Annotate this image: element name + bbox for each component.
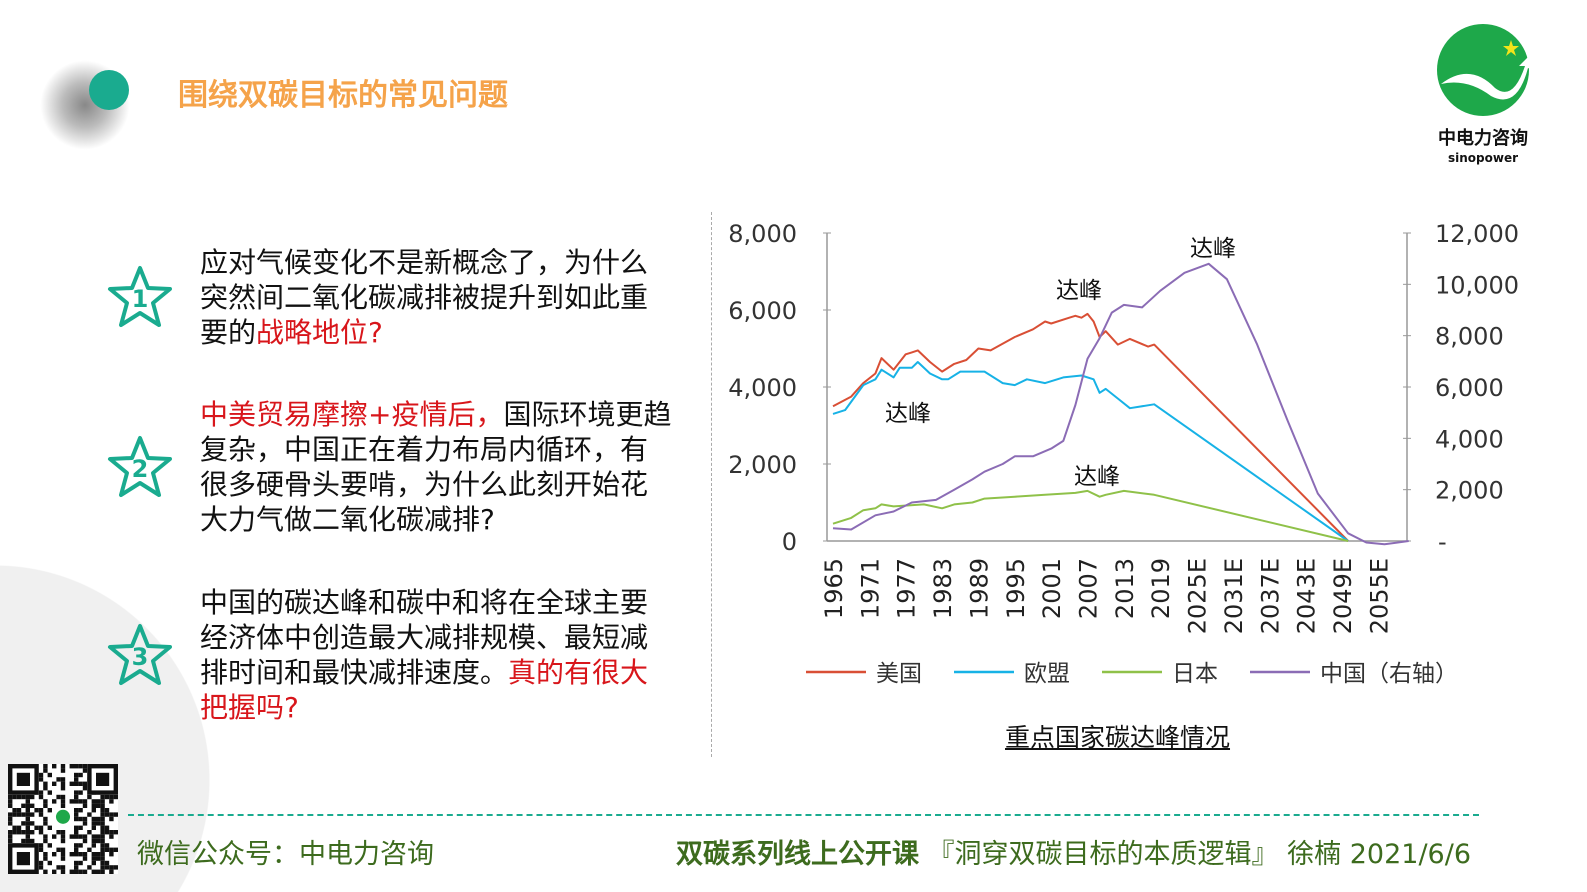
legend-label: 中国（右轴） <box>1320 661 1458 687</box>
date: 2021/6/6 <box>1349 839 1471 870</box>
x-tick-label: 2037E <box>1256 558 1284 634</box>
x-tick-label: 2007 <box>1075 558 1103 619</box>
series-line-3 <box>832 262 1409 546</box>
question-number: 3 <box>132 643 149 671</box>
question-text: 国际环境更趋复杂，中国正在着力布局内循环，有很多硬骨头要啃，为什么此刻开始花大力… <box>200 398 672 536</box>
x-tick-label: 1977 <box>893 558 921 619</box>
series-line-0 <box>832 312 1349 542</box>
x-tick-label: 1965 <box>820 558 848 619</box>
question-text: 中国的碳达峰和碳中和将在全球主要经济体中创造最大减排规模、最短减排时间和最快减排… <box>200 586 649 689</box>
question-number: 1 <box>132 285 149 313</box>
x-tick-label: 1995 <box>1002 558 1030 619</box>
legend-label: 欧盟 <box>1024 661 1070 687</box>
logo-arrow-icon <box>1441 56 1533 100</box>
question-2: 中美贸易摩擦+疫情后，国际环境更趋复杂，中国正在着力布局内循环，有很多硬骨头要啃… <box>200 397 675 537</box>
x-tick-label: 2019 <box>1147 558 1175 619</box>
star-number-icon: 2 <box>108 436 172 497</box>
y-right-tick-label: 4,000 <box>1435 425 1504 453</box>
logo-star-icon <box>1503 40 1519 56</box>
legend-label: 日本 <box>1172 661 1218 687</box>
x-tick-label: 2055E <box>1365 558 1393 634</box>
y-right-tick-label: 10,000 <box>1435 271 1519 299</box>
qr-code <box>8 764 118 874</box>
y-left-tick-label: 2,000 <box>728 451 797 479</box>
y-right-tick-label: - <box>1438 528 1447 556</box>
y-right-tick-label: 6,000 <box>1435 374 1504 402</box>
peak-annotation: 达峰 <box>1074 464 1120 490</box>
y-left-tick-label: 0 <box>782 528 797 556</box>
y-left-tick-label: 8,000 <box>728 220 797 248</box>
star-number-icon: 3 <box>108 624 172 685</box>
question-text: 应对气候变化不是新概念了，为什么突然间二氧化碳减排被提升到如此重要的 <box>200 246 649 349</box>
speaker: 徐楠 <box>1287 839 1342 870</box>
x-tick-label: 1989 <box>965 558 993 619</box>
question-number: 2 <box>132 455 149 483</box>
chart-title: 重点国家碳达峰情况 <box>1005 723 1231 752</box>
title-bullet <box>89 70 129 110</box>
y-right-tick-label: 8,000 <box>1435 323 1504 351</box>
course-name: 双碳系列线上公开课 <box>675 839 919 870</box>
question-3: 中国的碳达峰和碳中和将在全球主要经济体中创造最大减排规模、最短减排时间和最快减排… <box>200 585 675 725</box>
x-tick-label: 1971 <box>856 558 884 619</box>
peak-annotation: 达峰 <box>1056 278 1102 304</box>
x-tick-label: 2031E <box>1220 558 1248 634</box>
question-1: 应对气候变化不是新概念了，为什么突然间二氧化碳减排被提升到如此重要的战略地位? <box>200 245 675 350</box>
footer-divider <box>128 814 1479 816</box>
highlight-text: 真的有很大把握吗? <box>200 656 649 724</box>
peak-annotation: 达峰 <box>885 401 931 427</box>
x-tick-label: 2049E <box>1329 558 1357 634</box>
y-left-tick-label: 4,000 <box>728 374 797 402</box>
logo: 中电力咨询 sinopower <box>1437 24 1533 165</box>
y-right-tick-label: 2,000 <box>1435 477 1504 505</box>
highlight-text: 战略地位? <box>256 316 383 349</box>
series-line-1 <box>832 361 1349 542</box>
highlight-text: 中美贸易摩擦+疫情后， <box>200 398 504 431</box>
x-tick-label: 2001 <box>1038 558 1066 619</box>
series-line-2 <box>832 489 1349 542</box>
y-left-tick-label: 6,000 <box>728 297 797 325</box>
course-info: 双碳系列线上公开课 『洞穿双碳目标的本质逻辑』 徐楠 2021/6/6 <box>676 832 1471 871</box>
x-tick-label: 2013 <box>1111 558 1139 619</box>
logo-sub: sinopower <box>1448 151 1518 165</box>
vertical-divider <box>711 212 712 757</box>
peak-annotation: 达峰 <box>1190 236 1236 262</box>
page-title: 围绕双碳目标的常见问题 <box>178 78 508 113</box>
x-tick-label: 1983 <box>929 558 957 619</box>
logo-name: 中电力咨询 <box>1438 127 1528 149</box>
x-tick-label: 2043E <box>1293 558 1321 634</box>
y-right-tick-label: 12,000 <box>1435 220 1519 248</box>
course-topic: 『洞穿双碳目标的本质逻辑』 <box>927 839 1279 870</box>
wechat-account: 微信公众号：中电力咨询 <box>137 839 434 870</box>
legend-label: 美国 <box>876 661 922 687</box>
star-number-icon: 1 <box>108 266 172 327</box>
x-tick-label: 2025E <box>1184 558 1212 634</box>
